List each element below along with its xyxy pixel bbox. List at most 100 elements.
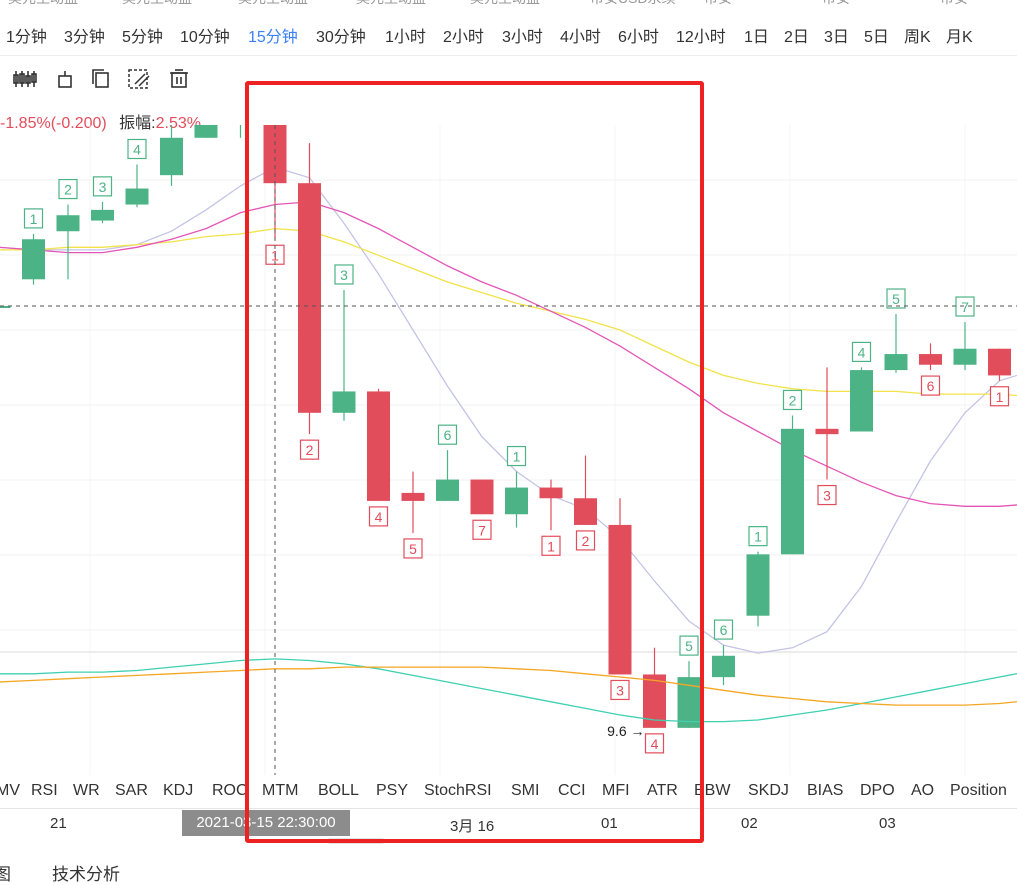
timeframe-12h[interactable]: 12小时 [676, 29, 726, 46]
candle-body [505, 487, 528, 515]
count-label: 1 [996, 389, 1004, 405]
timeframe-3h[interactable]: 3小时 [502, 29, 543, 46]
timeframe-1min[interactable]: 1分钟 [6, 29, 47, 46]
timeframe-month[interactable]: 月K [946, 29, 973, 46]
indicator-bbw[interactable]: BBW [694, 782, 731, 799]
indicator-roc[interactable]: ROC [212, 782, 248, 799]
amplitude-value: 2.53% [155, 115, 201, 132]
count-label-box [506, 445, 527, 467]
candle-body [401, 492, 425, 501]
indicator-boll[interactable]: BOLL [318, 782, 359, 799]
count-label-box [334, 264, 354, 285]
count-label-box [955, 296, 975, 317]
indicator-rsi[interactable]: RSI [31, 782, 58, 799]
count-label: 4 [375, 509, 383, 525]
timeframe-3min[interactable]: 3分钟 [64, 29, 105, 46]
count-label: 7 [961, 299, 969, 315]
tab-technical-analysis[interactable]: 技术分析 [52, 865, 120, 884]
timeframe-1h[interactable]: 1小时 [385, 29, 426, 46]
count-label-box [575, 530, 596, 551]
timeframe-6h[interactable]: 6小时 [618, 29, 659, 46]
candle-body [22, 239, 45, 280]
indicator-ao[interactable]: AO [911, 782, 935, 799]
count-label: 1 [513, 449, 521, 465]
timeframe-15min[interactable]: 15分钟 [248, 29, 298, 46]
count-label-box [23, 208, 44, 229]
count-label-box [403, 538, 423, 559]
candle-body [539, 487, 563, 499]
indicator-kdj[interactable]: KDJ [163, 782, 194, 799]
timeframe-2h[interactable]: 2小时 [443, 29, 484, 46]
indicator-atr[interactable]: ATR [647, 782, 678, 799]
count-label: 2 [306, 442, 314, 458]
indicator-position[interactable]: Position [950, 782, 1007, 799]
timeframe-bar: 1分钟 3分钟 5分钟 10分钟 15分钟 30分钟 1小时 2小时 3小时 4… [0, 19, 1017, 47]
indicator-stochrsi[interactable]: StochRSI [424, 782, 492, 799]
count-label-box [127, 138, 147, 160]
kline-chart[interactable]: 123456712345671123456123456719.6 → [0, 125, 1017, 775]
time-axis-label: 01 [601, 815, 618, 832]
timeframe-week[interactable]: 周K [904, 29, 931, 46]
candle-body [643, 674, 666, 728]
low-price-annotation: 9.6 → [607, 723, 644, 739]
indicator-mtm[interactable]: MTM [262, 782, 299, 799]
timeframe-4h[interactable]: 4小时 [560, 29, 601, 46]
candle-body [712, 655, 735, 678]
candle-body [194, 125, 218, 138]
count-label-box [851, 341, 872, 363]
indicator-dpo[interactable]: DPO [860, 782, 895, 799]
candle-body [263, 125, 287, 184]
indicator-mfi[interactable]: MFI [602, 782, 630, 799]
crosshair-time-label: 2021-03-15 22:30:00 [182, 810, 350, 836]
scroll-handle[interactable] [328, 838, 384, 844]
indicator-mv[interactable]: MV [0, 782, 20, 799]
time-axis-label: 02 [741, 815, 758, 832]
timeframe-3d[interactable]: 3日 [824, 29, 849, 46]
copy-icon[interactable] [88, 66, 114, 92]
indicator-bias[interactable]: BIAS [807, 782, 844, 799]
top-partial-label: 美元主动盘 [470, 0, 540, 8]
candle-body [953, 348, 977, 365]
count-label: 5 [409, 541, 417, 557]
timeframe-5d[interactable]: 5日 [864, 29, 889, 46]
count-label-box [58, 178, 78, 200]
count-label: 1 [547, 538, 555, 554]
candle-body [160, 137, 183, 176]
candle-body [781, 428, 804, 555]
indicator-wr[interactable]: WR [73, 782, 100, 799]
count-label: 3 [823, 488, 831, 504]
ma-line-lavender [0, 166, 1017, 654]
indicator-smi[interactable]: SMI [511, 782, 540, 799]
count-label-box [610, 679, 630, 701]
indicator-sar[interactable]: SAR [115, 782, 148, 799]
count-label-box [472, 519, 492, 540]
timeframe-30min[interactable]: 30分钟 [316, 29, 366, 46]
timeframe-5min[interactable]: 5分钟 [122, 29, 163, 46]
candle-body [91, 209, 114, 221]
indicator-psy[interactable]: PSY [376, 782, 409, 799]
tab-chart[interactable]: 图 [0, 865, 11, 884]
timeframe-1d[interactable]: 1日 [744, 29, 769, 46]
indicator-bar: MV RSI WR SAR KDJ ROC MTM BOLL PSY Stoch… [0, 778, 1017, 806]
count-label: 1 [30, 211, 38, 227]
count-label: 5 [685, 638, 693, 654]
count-label: 7 [478, 522, 486, 538]
time-axis-label: 3月 16 [450, 818, 495, 835]
draw-icon[interactable] [126, 66, 152, 92]
candle-body [367, 391, 390, 501]
toolbar-divider [0, 55, 1017, 56]
indicator-skdj[interactable]: SKDJ [748, 782, 789, 799]
top-partial-label: 美元主动盘 [238, 0, 308, 8]
count-label: 6 [720, 622, 728, 638]
top-partial-label: 美元主动盘 [8, 0, 78, 8]
timeframe-10min[interactable]: 10分钟 [180, 29, 230, 46]
indicator-cci[interactable]: CCI [558, 782, 586, 799]
count-label: 6 [444, 427, 452, 443]
count-label: 5 [892, 291, 900, 307]
indicator-icon[interactable] [52, 66, 78, 92]
count-label-box [817, 484, 837, 506]
timeframe-2d[interactable]: 2日 [784, 29, 809, 46]
count-label: 1 [754, 529, 762, 545]
candlestick-type-icon[interactable] [12, 66, 38, 92]
delete-icon[interactable] [166, 66, 192, 92]
